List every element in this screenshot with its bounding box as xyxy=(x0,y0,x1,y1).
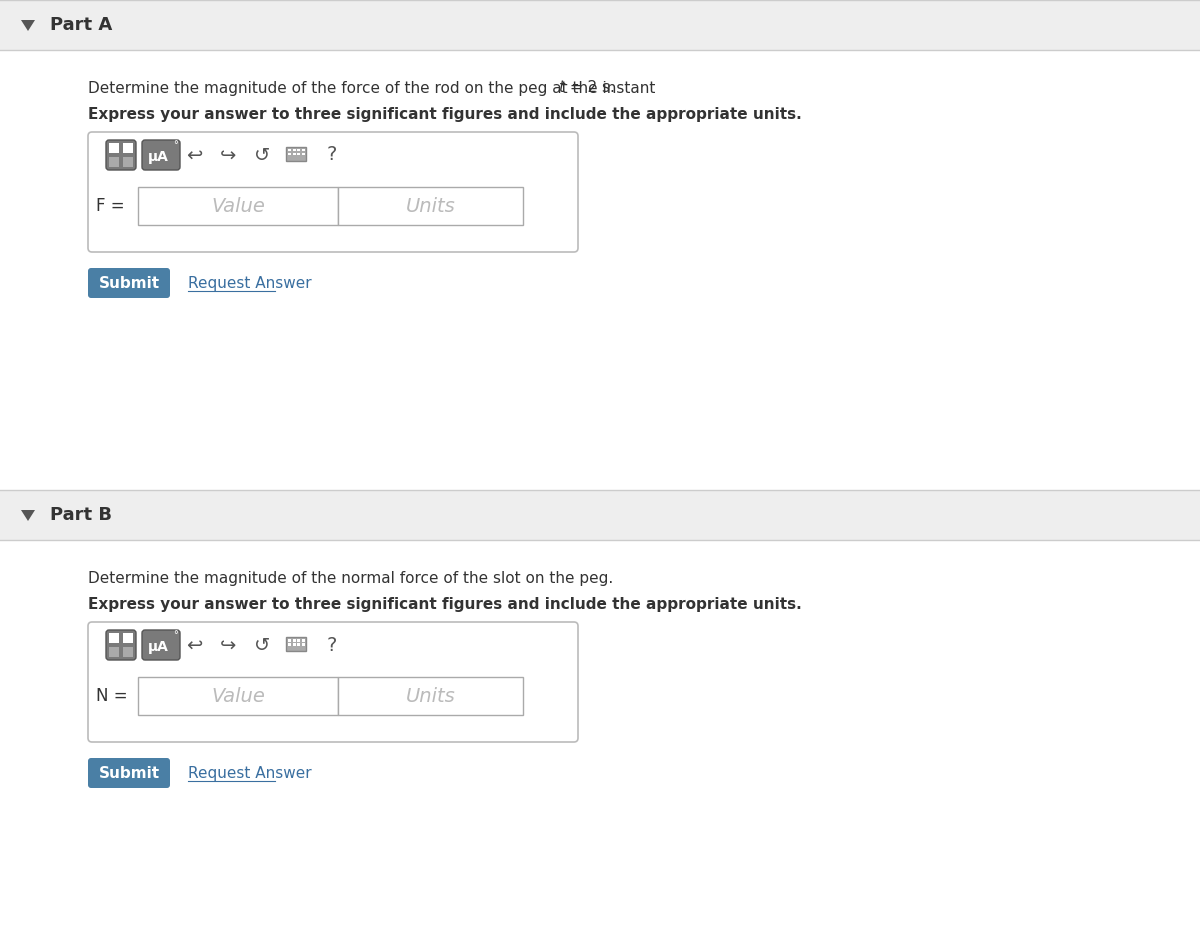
FancyBboxPatch shape xyxy=(142,140,180,170)
Bar xyxy=(298,149,300,151)
Bar xyxy=(109,647,119,657)
Text: °: ° xyxy=(173,140,178,150)
Text: Request Answer: Request Answer xyxy=(188,275,312,290)
Bar xyxy=(288,639,292,641)
Bar xyxy=(288,149,292,151)
Text: Express your answer to three significant figures and include the appropriate uni: Express your answer to three significant… xyxy=(88,597,802,611)
Text: ↪: ↪ xyxy=(220,146,236,165)
Bar xyxy=(298,643,300,645)
Text: Value: Value xyxy=(211,197,265,216)
Bar xyxy=(298,639,300,641)
Text: Request Answer: Request Answer xyxy=(188,765,312,780)
Bar xyxy=(0,490,1200,540)
Text: Part B: Part B xyxy=(50,506,112,524)
Bar xyxy=(286,147,306,161)
Bar xyxy=(301,643,305,645)
FancyBboxPatch shape xyxy=(106,140,136,170)
Text: Part A: Part A xyxy=(50,16,113,34)
Text: Determine the magnitude of the normal force of the slot on the peg.: Determine the magnitude of the normal fo… xyxy=(88,570,613,586)
Bar xyxy=(338,677,523,715)
Text: ↩: ↩ xyxy=(186,636,202,655)
Text: N =: N = xyxy=(96,687,127,705)
Text: Units: Units xyxy=(406,687,455,706)
Bar xyxy=(293,643,295,645)
Text: Express your answer to three significant figures and include the appropriate uni: Express your answer to three significant… xyxy=(88,107,802,121)
Bar xyxy=(293,639,295,641)
Text: °: ° xyxy=(173,630,178,640)
Bar xyxy=(288,643,292,645)
Text: μA: μA xyxy=(148,150,168,164)
Text: Units: Units xyxy=(406,197,455,216)
Text: ↺: ↺ xyxy=(254,146,270,165)
FancyBboxPatch shape xyxy=(88,622,578,742)
FancyBboxPatch shape xyxy=(106,630,136,660)
Bar xyxy=(301,153,305,155)
Polygon shape xyxy=(22,20,35,31)
Bar xyxy=(338,187,523,225)
Text: Submit: Submit xyxy=(98,275,160,290)
Text: ?: ? xyxy=(326,146,337,165)
Text: ↪: ↪ xyxy=(220,636,236,655)
Text: Submit: Submit xyxy=(98,765,160,780)
Text: t: t xyxy=(558,80,564,96)
Text: ?: ? xyxy=(326,636,337,655)
Bar xyxy=(286,637,306,651)
Bar xyxy=(288,153,292,155)
Text: Value: Value xyxy=(211,687,265,706)
Bar xyxy=(124,633,133,643)
Polygon shape xyxy=(22,510,35,521)
Bar xyxy=(109,143,119,153)
Bar xyxy=(138,677,338,715)
Bar xyxy=(124,143,133,153)
Bar xyxy=(301,149,305,151)
Text: μA: μA xyxy=(148,640,168,654)
Text: F =: F = xyxy=(96,197,125,215)
Bar xyxy=(293,149,295,151)
Bar xyxy=(301,639,305,641)
FancyBboxPatch shape xyxy=(142,630,180,660)
Text: ↩: ↩ xyxy=(186,146,202,165)
Text: = 2 s.: = 2 s. xyxy=(565,80,614,96)
Text: ↺: ↺ xyxy=(254,636,270,655)
FancyBboxPatch shape xyxy=(88,132,578,252)
Bar xyxy=(293,153,295,155)
Bar xyxy=(109,633,119,643)
Bar xyxy=(298,153,300,155)
Bar xyxy=(138,187,338,225)
Text: Determine the magnitude of the force of the rod on the peg at the instant: Determine the magnitude of the force of … xyxy=(88,80,660,96)
FancyBboxPatch shape xyxy=(88,268,170,298)
Bar xyxy=(124,647,133,657)
FancyBboxPatch shape xyxy=(88,758,170,788)
Bar xyxy=(0,0,1200,50)
Bar xyxy=(109,157,119,167)
Bar xyxy=(124,157,133,167)
